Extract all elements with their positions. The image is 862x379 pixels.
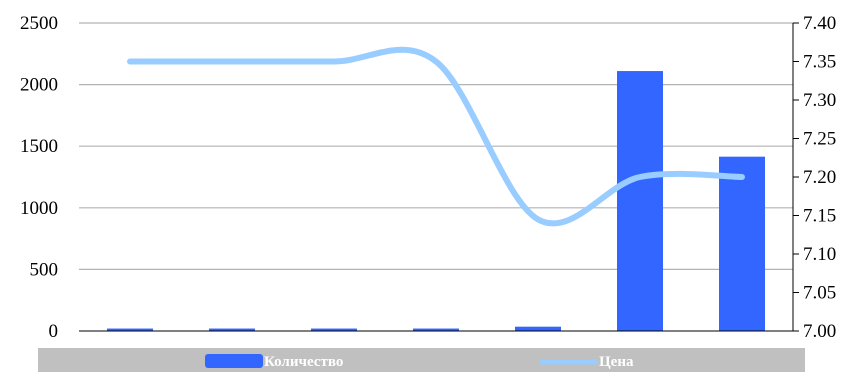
bar bbox=[617, 71, 663, 331]
y-right-tick-label: 7.20 bbox=[803, 167, 836, 188]
y-right-tick-label: 7.15 bbox=[803, 206, 836, 227]
y-left-tick-label: 1000 bbox=[20, 198, 58, 219]
price-line bbox=[127, 46, 745, 227]
y-right-tick-label: 7.25 bbox=[803, 129, 836, 150]
y-left-tick-label: 2500 bbox=[20, 13, 58, 34]
y-right-tick-label: 7.40 bbox=[803, 13, 836, 34]
y-left-tick-label: 0 bbox=[49, 321, 59, 342]
grid-layer bbox=[79, 22, 793, 270]
legend-background bbox=[38, 348, 805, 372]
bar bbox=[413, 328, 459, 331]
y-left-tick-label: 2000 bbox=[20, 75, 58, 96]
y-right-tick-label: 7.30 bbox=[803, 90, 836, 111]
bar bbox=[515, 326, 561, 331]
y-left-tick-label: 1500 bbox=[20, 136, 58, 157]
bar bbox=[209, 328, 255, 331]
legend-label: Цена bbox=[599, 354, 634, 370]
bar bbox=[311, 328, 357, 331]
bar bbox=[107, 328, 153, 331]
bar-layer bbox=[107, 71, 765, 331]
line-layer bbox=[127, 46, 745, 227]
legend: Количество Цена bbox=[38, 348, 805, 372]
bar bbox=[719, 156, 765, 331]
axis-layer: 0 500 1000 1500 2000 2500 7.00 7.05 7.10 7.15 7.20… bbox=[20, 13, 836, 342]
y-right-tick-label: 7.05 bbox=[803, 283, 836, 304]
y-right-tick-label: 7.10 bbox=[803, 244, 836, 265]
y-right-tick-label: 7.35 bbox=[803, 52, 836, 73]
y-right-tick-label: 7.00 bbox=[803, 321, 836, 342]
y-left-tick-label: 500 bbox=[30, 259, 59, 280]
legend-swatch-bar bbox=[205, 354, 263, 368]
legend-label: Количество bbox=[264, 354, 343, 370]
